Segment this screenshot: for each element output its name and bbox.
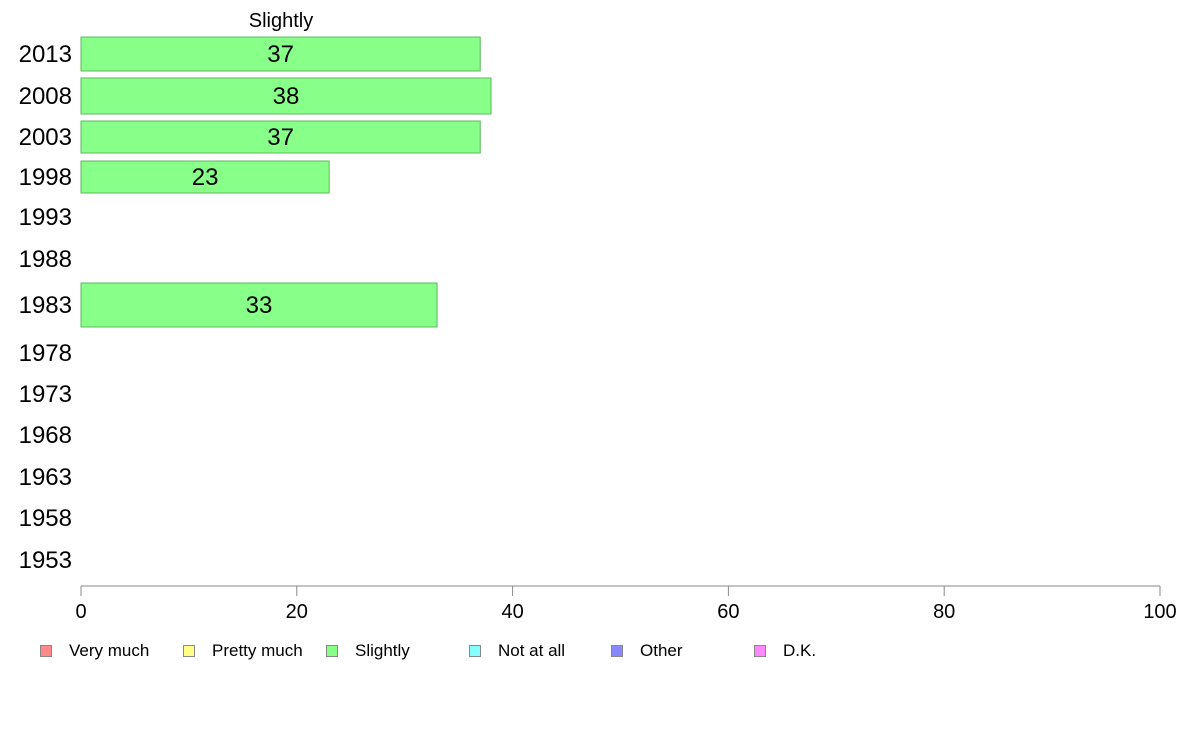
series-header-label: Slightly xyxy=(249,10,313,32)
legend-label-not-at-all: Not at all xyxy=(498,641,566,660)
legend-label-slightly: Slightly xyxy=(355,641,410,660)
year-label-1983: 1983 xyxy=(19,292,72,319)
year-label-1953: 1953 xyxy=(19,547,72,574)
legend-label-d-k: D.K. xyxy=(783,641,817,660)
x-tick-label-100: 100 xyxy=(1143,601,1176,620)
x-tick-label-60: 60 xyxy=(717,601,739,620)
legend-swatch-pretty-much xyxy=(183,645,195,657)
legend-swatch-other xyxy=(611,645,623,657)
bar-value-label-2008: 38 xyxy=(273,83,300,110)
legend-swatch-very-much xyxy=(40,645,52,657)
chart: Slightly 2013 2008 2003 1998 1993 1988 1983 197… xyxy=(19,10,1177,620)
year-label-1958: 1958 xyxy=(19,505,72,532)
legend-item-not-at-all: Not at all xyxy=(469,640,565,662)
year-label-1993: 1993 xyxy=(19,204,72,231)
x-tick-label-0: 0 xyxy=(75,601,86,620)
year-label-1998: 1998 xyxy=(19,164,72,191)
bar-1983 xyxy=(80,282,438,328)
x-tick-label-80: 80 xyxy=(933,601,955,620)
year-label-2013: 2013 xyxy=(19,41,72,68)
bars: 37 38 37 23 33 xyxy=(80,36,492,328)
bar-value-label-2003: 37 xyxy=(267,124,294,151)
year-label-1988: 1988 xyxy=(19,246,72,273)
bar-value-label-1983: 33 xyxy=(246,292,273,319)
legend: Very much Pretty much Slightly Not at all Ot… xyxy=(40,640,1140,662)
bar-value-label-2013: 37 xyxy=(267,41,294,68)
x-tick-label-20: 20 xyxy=(286,601,308,620)
year-label-1963: 1963 xyxy=(19,464,72,491)
legend-item-d-k: D.K. xyxy=(754,640,816,662)
legend-item-pretty-much: Pretty much xyxy=(183,640,303,662)
year-labels: 2013 2008 2003 1998 1993 1988 1983 1978 1973 1968… xyxy=(19,41,72,574)
legend-swatch-d-k xyxy=(754,645,766,657)
x-axis: 0 20 40 60 80 100 xyxy=(75,585,1177,620)
legend-swatch-slightly xyxy=(326,645,338,657)
legend-label-other: Other xyxy=(640,641,683,660)
legend-item-very-much: Very much xyxy=(40,640,149,662)
bar-value-label-1998: 23 xyxy=(192,164,219,191)
bar-1998 xyxy=(80,160,330,194)
legend-label-very-much: Very much xyxy=(69,641,150,660)
year-label-1978: 1978 xyxy=(19,340,72,367)
legend-item-slightly: Slightly xyxy=(326,640,410,662)
bar-2013 xyxy=(80,36,481,72)
legend-item-other: Other xyxy=(611,640,683,662)
x-tick-label-40: 40 xyxy=(501,601,523,620)
year-label-1973: 1973 xyxy=(19,381,72,408)
bar-2003 xyxy=(80,120,481,154)
legend-label-pretty-much: Pretty much xyxy=(212,641,303,660)
year-label-2003: 2003 xyxy=(19,124,72,151)
year-label-1968: 1968 xyxy=(19,422,72,449)
bar-2008 xyxy=(80,77,492,115)
legend-swatch-not-at-all xyxy=(469,645,481,657)
year-label-2008: 2008 xyxy=(19,83,72,110)
